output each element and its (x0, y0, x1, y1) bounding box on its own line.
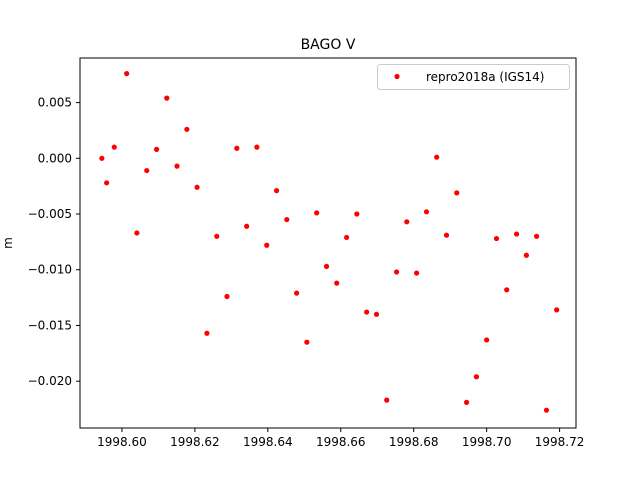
data-point (184, 126, 190, 132)
data-point (543, 407, 550, 413)
data-point (174, 163, 180, 169)
data-point (153, 146, 160, 152)
data-point (414, 270, 420, 276)
data-point (284, 216, 290, 223)
data-point (373, 311, 380, 317)
data-point (194, 184, 200, 190)
data-point (393, 269, 400, 275)
y-tick-label: −0.005 (28, 207, 72, 221)
data-point (504, 287, 510, 293)
data-point (111, 144, 117, 150)
data-point (204, 330, 210, 336)
x-tick-label: 1998.60 (97, 435, 147, 449)
data-point (344, 234, 350, 241)
legend-marker (394, 73, 400, 80)
x-tick-label: 1998.64 (243, 435, 293, 449)
data-point (273, 188, 280, 194)
legend-label: repro2018a (IGS14) (426, 70, 544, 84)
data-point (124, 71, 130, 77)
data-point (384, 397, 390, 403)
chart-title: BAGO V (301, 37, 356, 53)
plot-frame (79, 57, 577, 429)
y-tick-label: 0.005 (38, 96, 72, 110)
data-point (523, 252, 530, 258)
data-point (134, 230, 140, 236)
data-point (354, 211, 360, 217)
data-point (473, 374, 480, 380)
y-axis: 0.005 0.000 −0.005 −0.010 −0.015 −0.020 (28, 96, 80, 388)
data-point (534, 233, 540, 239)
y-tick-label: −0.010 (28, 263, 72, 277)
data-point (164, 95, 170, 101)
y-tick-label: −0.015 (28, 318, 72, 332)
data-point (493, 235, 500, 242)
data-point (443, 232, 450, 238)
x-tick-label: 1998.70 (462, 435, 512, 449)
data-point (434, 154, 440, 160)
data-point (254, 144, 260, 150)
x-tick-label: 1998.68 (389, 435, 439, 449)
data-point (484, 337, 490, 343)
data-point (463, 399, 470, 405)
y-axis-label: m (1, 237, 15, 249)
data-point (364, 309, 370, 315)
data-point (513, 231, 520, 237)
x-tick-label: 1998.62 (170, 435, 220, 449)
data-point (304, 339, 310, 345)
data-point (244, 223, 250, 229)
data-point (224, 293, 230, 300)
data-point (454, 190, 460, 196)
data-point (234, 145, 240, 151)
data-point (404, 219, 410, 225)
data-point (334, 280, 340, 286)
series-points (99, 71, 560, 413)
x-axis: 1998.60 1998.62 1998.64 1998.66 1998.68 1998.… (97, 428, 584, 449)
data-point (144, 167, 150, 174)
y-tick-label: 0.000 (38, 151, 72, 165)
data-point (554, 307, 560, 313)
x-tick-label: 1998.72 (535, 435, 585, 449)
data-point (314, 210, 320, 216)
data-point (264, 242, 270, 248)
data-point (294, 290, 300, 296)
data-point (104, 180, 110, 186)
legend: repro2018a (IGS14) (377, 64, 570, 90)
plot-area (80, 58, 576, 428)
data-point (214, 233, 220, 239)
legend-box (377, 64, 570, 90)
y-tick-label: −0.020 (28, 374, 72, 388)
x-tick-label: 1998.66 (316, 435, 366, 449)
data-point (99, 155, 105, 161)
data-point (423, 209, 430, 215)
data-point (323, 263, 330, 270)
